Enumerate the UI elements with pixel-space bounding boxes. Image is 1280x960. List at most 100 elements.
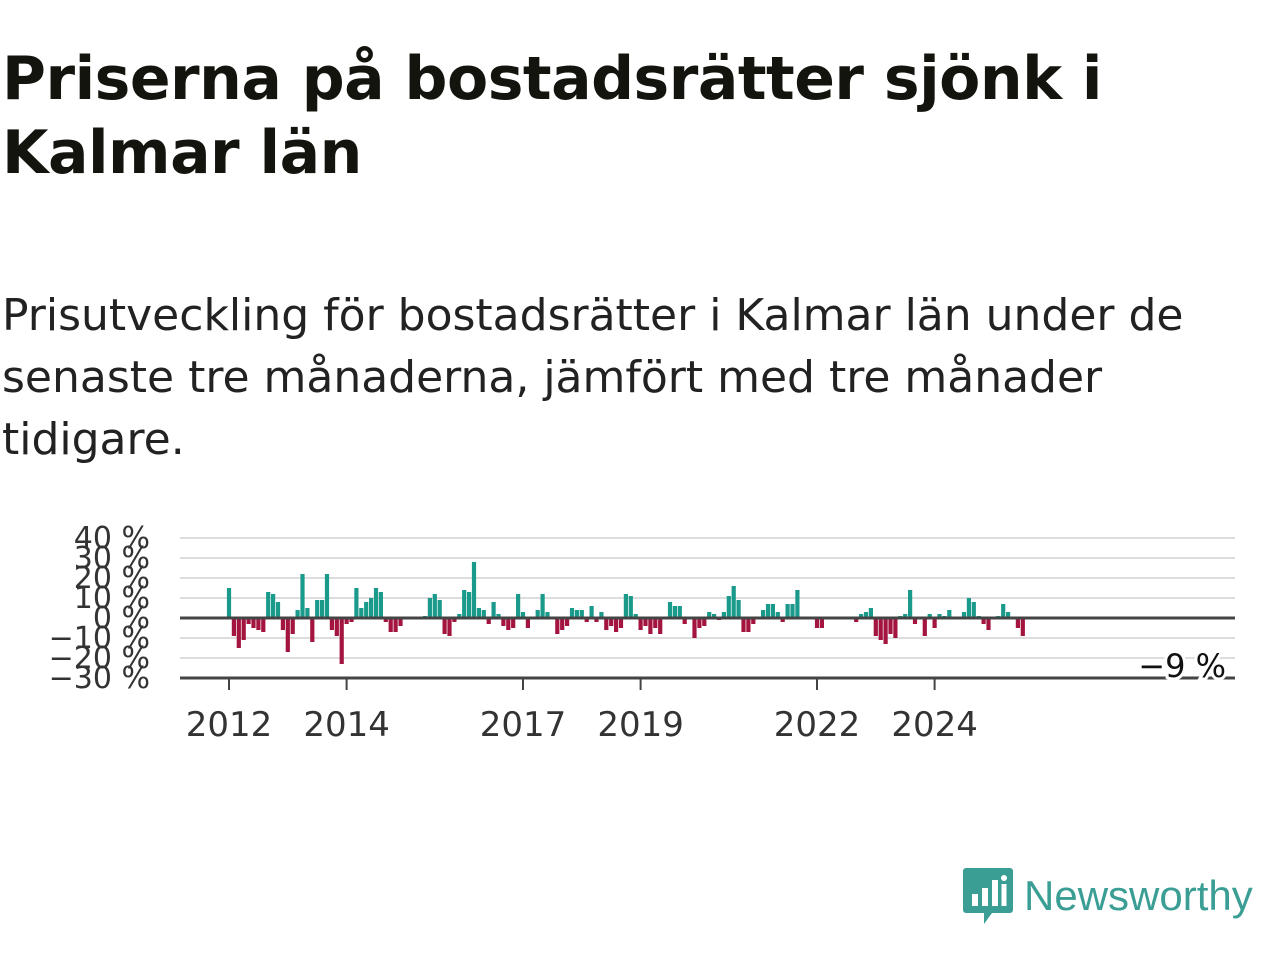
- bar: [653, 618, 658, 628]
- bar: [231, 618, 236, 636]
- bar: [893, 618, 898, 638]
- bar: [388, 618, 393, 632]
- bar: [320, 600, 325, 618]
- bar: [329, 618, 334, 630]
- bar: [275, 602, 281, 618]
- bar: [324, 574, 330, 618]
- bar: [452, 618, 457, 622]
- bar: [819, 618, 824, 628]
- bar: [648, 618, 653, 634]
- bar: [726, 596, 731, 618]
- bar: [697, 618, 702, 628]
- x-tick-label: 2019: [597, 705, 684, 745]
- gridlines: [180, 537, 1235, 659]
- x-axis-labels: 2012 2014 2017 2019 2022 2024: [186, 705, 978, 745]
- x-tick-label: 2017: [480, 705, 567, 745]
- bar: [638, 618, 643, 630]
- last-value-label: −9 %: [1138, 647, 1226, 685]
- bar: [643, 618, 648, 626]
- bar: [251, 618, 256, 628]
- bar: [961, 612, 967, 618]
- bar: [609, 618, 614, 626]
- bar: [927, 614, 932, 618]
- y-tick-label: 40 %: [74, 521, 150, 556]
- bar: [290, 618, 295, 634]
- bar: [589, 606, 594, 618]
- axes: [180, 616, 1235, 690]
- bar: [986, 618, 991, 630]
- bar: [516, 594, 521, 618]
- bar: [271, 594, 276, 618]
- bar: [540, 594, 545, 618]
- bar: [246, 618, 251, 624]
- bar: [731, 586, 736, 618]
- bar: [971, 602, 976, 618]
- bar: [814, 618, 820, 628]
- bars: [226, 562, 1025, 664]
- bar: [481, 610, 486, 618]
- bar: [280, 618, 285, 630]
- bar: [555, 618, 560, 634]
- chart-subtitle: Prisutveckling för bostadsrätter i Kalma…: [2, 290, 1184, 465]
- bar: [525, 618, 530, 628]
- y-tick-label: −10 %: [49, 621, 150, 656]
- bar: [751, 618, 756, 624]
- bar: [471, 562, 477, 618]
- bar: [947, 610, 952, 618]
- bar: [633, 614, 638, 618]
- y-tick-label: 0 %: [93, 601, 150, 636]
- bar: [560, 618, 565, 630]
- y-tick-label: 20 %: [74, 561, 150, 596]
- bar: [594, 618, 599, 622]
- bar: [574, 610, 579, 618]
- chart-title: Priserna på bostadsrätter sjönk i Kalmar…: [2, 44, 1102, 188]
- bar: [599, 612, 604, 618]
- bar: [354, 588, 359, 618]
- bar: [339, 618, 344, 664]
- bar: [344, 618, 349, 624]
- bar: [496, 614, 501, 618]
- bar: [677, 606, 682, 618]
- bar: [903, 614, 908, 618]
- bar: [236, 618, 241, 648]
- bar: [334, 618, 339, 636]
- y-tick-label: −20 %: [49, 641, 150, 676]
- bar: [520, 612, 526, 618]
- y-axis-labels: 40 %30 %20 %10 %0 %−10 %−20 %−30 %: [49, 521, 150, 696]
- bar: [467, 592, 472, 618]
- bar: [770, 604, 775, 618]
- bar: [746, 618, 751, 632]
- bar: [908, 590, 913, 618]
- bar: [888, 618, 893, 634]
- bar: [761, 610, 766, 618]
- bar: [285, 618, 290, 652]
- bar: [854, 618, 859, 622]
- bar: [712, 614, 717, 618]
- bar: [437, 600, 442, 618]
- bar: [702, 618, 707, 626]
- bar-chart: 40 %30 %20 %10 %0 %−10 %−20 %−30 % 2012 2…: [49, 521, 1235, 745]
- bar: [565, 618, 570, 626]
- bar: [378, 592, 383, 618]
- bar: [785, 604, 790, 618]
- bar: [511, 618, 516, 628]
- bar: [315, 600, 320, 618]
- bar: [1001, 604, 1006, 618]
- bar: [476, 608, 481, 618]
- bar: [707, 612, 712, 618]
- bar: [393, 618, 398, 632]
- bar: [658, 618, 663, 634]
- bar: [682, 618, 687, 624]
- bar: [981, 618, 986, 624]
- bar: [922, 618, 927, 636]
- bar: [256, 618, 261, 630]
- bar: [873, 618, 878, 636]
- bar: [775, 612, 780, 618]
- bar: [692, 618, 697, 638]
- bar: [295, 610, 300, 618]
- bar: [932, 618, 937, 628]
- bar: [241, 618, 246, 640]
- newsworthy-logo: Newsworthy: [962, 864, 1253, 928]
- bar: [364, 602, 369, 618]
- bar: [432, 594, 437, 618]
